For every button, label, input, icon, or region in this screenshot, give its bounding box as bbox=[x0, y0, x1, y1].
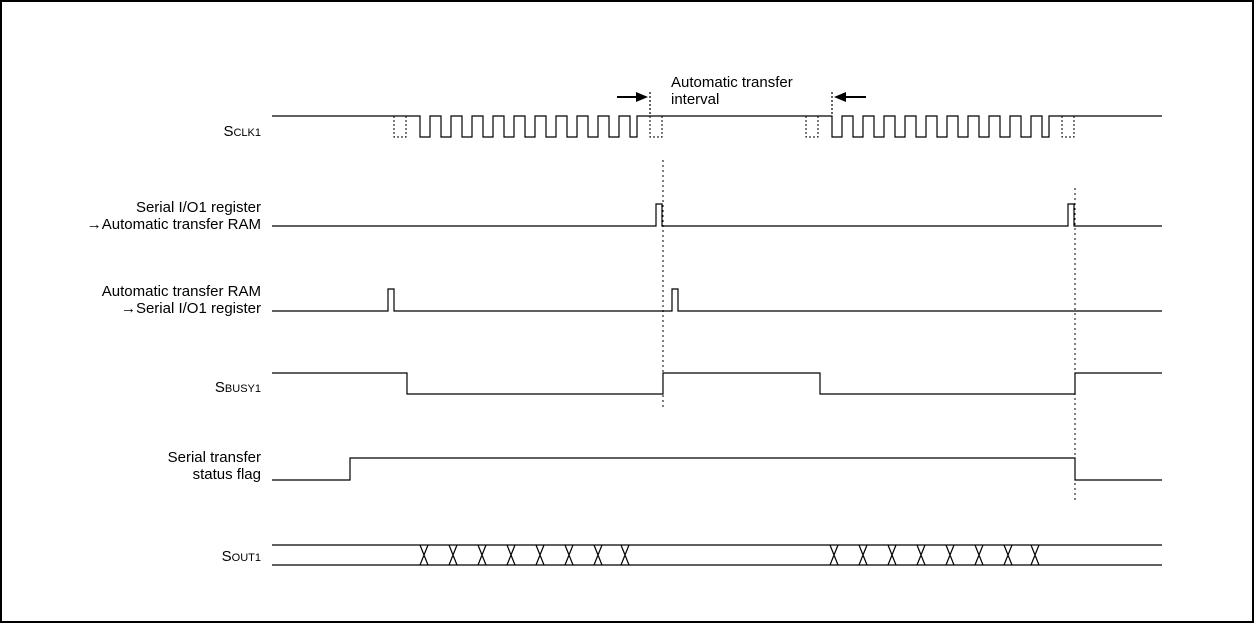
sbusy1-label: SBUSY1 bbox=[214, 379, 261, 396]
status-flag-waveform bbox=[272, 457, 1162, 481]
annotation-line-1: Automatic transfer bbox=[671, 74, 793, 91]
left-pointing-arrowhead bbox=[834, 92, 846, 102]
sclk1-label: SCLK1 bbox=[223, 123, 261, 140]
sclk1-waveform bbox=[272, 115, 1162, 138]
right-pointing-arrowhead bbox=[636, 92, 648, 102]
reference-lines bbox=[662, 160, 1076, 500]
annotation-line-2: interval bbox=[671, 91, 720, 108]
reg-to-ram-label: Serial I/O1 register →Automatic transfer… bbox=[86, 199, 261, 233]
automatic-transfer-interval-label: Automatic transfer interval bbox=[671, 74, 793, 108]
sbusy1-waveform bbox=[272, 372, 1162, 395]
sout1-waveform bbox=[272, 544, 1162, 566]
reg-to-ram-waveform bbox=[272, 203, 1162, 227]
ram-to-reg-label: Automatic transfer RAM →Serial I/O1 regi… bbox=[101, 283, 261, 317]
sclk1-dotted-pulses bbox=[393, 116, 1075, 138]
sout1-label: SOUT1 bbox=[221, 548, 261, 565]
status-flag-label: Serial transfer status flag bbox=[167, 449, 261, 483]
interval-markers bbox=[617, 92, 866, 114]
ram-to-reg-waveform bbox=[272, 288, 1162, 312]
